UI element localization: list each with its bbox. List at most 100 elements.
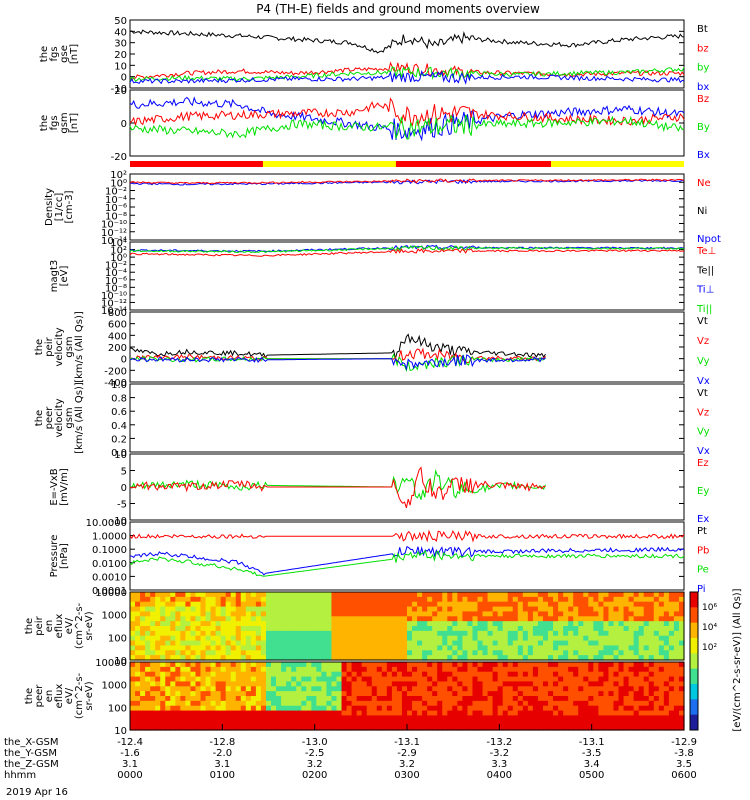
heatmap-cell bbox=[255, 655, 262, 661]
y-tick-label: 5 bbox=[121, 467, 127, 478]
heatmap-cell bbox=[487, 611, 494, 617]
heatmap-cell bbox=[437, 616, 443, 622]
heatmap-cell bbox=[240, 606, 247, 613]
panel-peir_velocity: the peir velocity gsm [km/s (All Qs)] 8006004… bbox=[34, 308, 710, 389]
heatmap-cell bbox=[598, 700, 605, 707]
heatmap-cell bbox=[573, 601, 579, 608]
heatmap-cell bbox=[573, 666, 579, 673]
heatmap-cell bbox=[265, 640, 272, 647]
heatmap-cell bbox=[492, 705, 499, 712]
heatmap-cell bbox=[356, 655, 363, 661]
heatmap-cell bbox=[140, 705, 146, 712]
heatmap-cell bbox=[527, 700, 534, 707]
heatmap-cell bbox=[291, 635, 297, 642]
heatmap-cell bbox=[145, 691, 151, 697]
heatmap-cell bbox=[250, 606, 257, 613]
heatmap-cell bbox=[180, 645, 186, 651]
heatmap-cell bbox=[281, 725, 287, 731]
heatmap-cell bbox=[553, 700, 559, 707]
heatmap-cell bbox=[381, 626, 388, 632]
heatmap-cell bbox=[190, 645, 197, 651]
legend-entry: Pe bbox=[697, 565, 709, 576]
heatmap-cell bbox=[276, 691, 282, 697]
heatmap-cell bbox=[673, 650, 680, 656]
heatmap-cell bbox=[361, 640, 368, 647]
heatmap-cell bbox=[663, 710, 670, 717]
heatmap-cell bbox=[427, 691, 433, 697]
heatmap-cell bbox=[507, 611, 514, 617]
heatmap-cell bbox=[658, 666, 665, 673]
colorbar-swatch bbox=[690, 638, 698, 654]
heatmap-cell bbox=[215, 691, 222, 697]
heatmap-cell bbox=[155, 596, 161, 603]
heatmap-cell bbox=[281, 676, 287, 683]
heatmap-cell bbox=[532, 596, 539, 603]
heatmap-cell bbox=[331, 621, 338, 627]
heatmap-cell bbox=[542, 666, 549, 673]
heatmap-cell bbox=[432, 686, 438, 692]
heatmap-cell bbox=[598, 606, 605, 613]
heatmap-cell bbox=[537, 705, 544, 712]
heatmap-cell bbox=[276, 681, 282, 687]
heatmap-cell bbox=[331, 635, 338, 642]
heatmap-cell bbox=[200, 611, 207, 617]
heatmap-cell bbox=[628, 655, 635, 661]
heatmap-cell bbox=[512, 592, 519, 598]
heatmap-cell bbox=[432, 671, 438, 678]
heatmap-cell bbox=[583, 686, 589, 692]
heatmap-cell bbox=[502, 606, 509, 613]
heatmap-cell bbox=[593, 601, 599, 608]
heatmap-cell bbox=[527, 696, 534, 702]
heatmap-cell bbox=[346, 596, 353, 603]
heatmap-cell bbox=[341, 696, 348, 702]
heatmap-cell bbox=[457, 662, 463, 668]
heatmap-cell bbox=[165, 696, 171, 702]
heatmap-cell bbox=[477, 601, 484, 608]
heatmap-cell bbox=[165, 645, 171, 651]
ylabel-line: [cm-3] bbox=[64, 190, 75, 223]
heatmap-cell bbox=[291, 676, 297, 683]
heatmap-cell bbox=[326, 725, 333, 731]
heatmap-cell bbox=[613, 635, 620, 642]
heatmap-cell bbox=[145, 725, 151, 731]
heatmap-cell bbox=[422, 671, 428, 678]
heatmap-cell bbox=[291, 596, 297, 603]
heatmap-cell bbox=[588, 611, 594, 617]
heatmap-cell bbox=[190, 696, 197, 702]
x-axis-row-label: hhmm bbox=[4, 770, 36, 781]
heatmap-cell bbox=[442, 592, 448, 598]
heatmap-cell bbox=[568, 640, 574, 647]
heatmap-cell bbox=[613, 630, 620, 637]
heatmap-cell bbox=[336, 676, 343, 683]
heatmap-cell bbox=[391, 606, 398, 613]
heatmap-cell bbox=[276, 710, 282, 717]
heatmap-cell bbox=[663, 700, 670, 707]
heatmap-cell bbox=[200, 700, 207, 707]
heatmap-cell bbox=[260, 676, 267, 683]
heatmap-cell bbox=[437, 696, 443, 702]
heatmap-cell bbox=[220, 601, 227, 608]
y-tick-label: 10⁰ bbox=[110, 178, 127, 189]
heatmap-cell bbox=[291, 626, 297, 632]
heatmap-cell bbox=[512, 686, 519, 692]
heatmap-cell bbox=[548, 640, 554, 647]
heatmap-cell bbox=[462, 720, 469, 726]
heatmap-cell bbox=[396, 681, 403, 687]
heatmap-cell bbox=[412, 655, 418, 661]
heatmap-cell bbox=[291, 671, 297, 678]
heatmap-cell bbox=[205, 725, 212, 731]
heatmap-cell bbox=[407, 681, 413, 687]
heatmap-cell bbox=[432, 596, 438, 603]
heatmap-cell bbox=[412, 662, 418, 668]
heatmap-cell bbox=[321, 650, 328, 656]
heatmap-cell bbox=[472, 715, 479, 721]
heatmap-cell bbox=[472, 676, 479, 683]
heatmap-cell bbox=[286, 700, 292, 707]
heatmap-cell bbox=[250, 635, 257, 642]
heatmap-cell bbox=[678, 592, 685, 598]
heatmap-cell bbox=[417, 696, 423, 702]
heatmap-cell bbox=[376, 681, 383, 687]
heatmap-cell bbox=[573, 611, 579, 617]
heatmap-cell bbox=[346, 621, 353, 627]
heatmap-cell bbox=[135, 645, 141, 651]
